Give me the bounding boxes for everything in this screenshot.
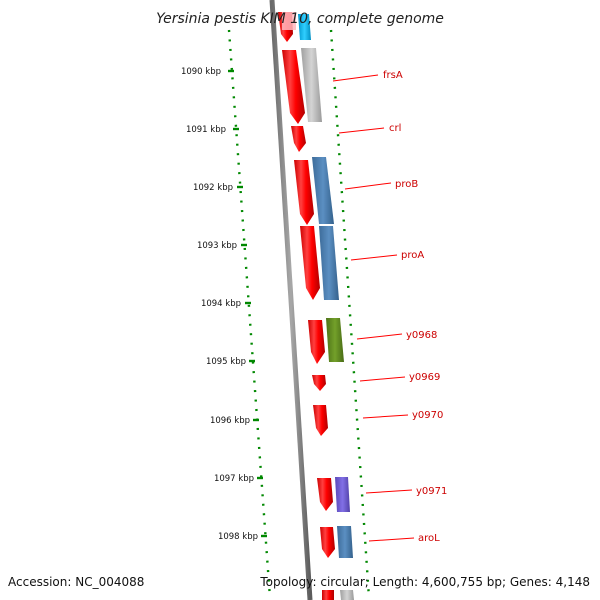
label-leaders: [332, 74, 415, 542]
cog-block: [312, 157, 334, 224]
kbp-label: 1098 kbp: [218, 532, 258, 542]
cds-arrow: [322, 590, 334, 600]
gene-label-y0969: y0969: [409, 372, 440, 383]
kbp-label: 1093 kbp: [197, 241, 237, 251]
cds-arrow: [294, 160, 314, 225]
highlight-block: [282, 12, 296, 30]
cds-arrow: [312, 375, 326, 391]
gene-label-y0970: y0970: [412, 410, 443, 421]
gc-track-right: [329, 29, 371, 599]
cds-arrow: [313, 405, 328, 436]
gene-label-proB: proB: [395, 179, 418, 190]
gene-label-y0968: y0968: [406, 330, 437, 341]
cds-arrow: [282, 50, 305, 124]
kbp-label: 1090 kbp: [181, 67, 221, 77]
kbp-label: 1092 kbp: [193, 183, 233, 193]
kbp-label: 1091 kbp: [186, 125, 226, 135]
gene-labels: frsA crl proB proA y0968 y0969 y0970 y09…: [383, 70, 447, 544]
cds-arrow: [308, 320, 325, 364]
kbp-labels: 1090 kbp 1091 kbp 1092 kbp 1093 kbp 1094…: [181, 67, 258, 542]
cds-arrow: [291, 126, 306, 152]
kbp-label: 1094 kbp: [201, 299, 241, 309]
gc-track-left: [227, 29, 272, 599]
gene-label-proA: proA: [401, 250, 424, 261]
cog-block: [301, 48, 322, 122]
gene-label-frsA: frsA: [383, 70, 403, 81]
gene-label-crl: crl: [389, 123, 401, 134]
cog-track: [298, 14, 354, 600]
kbp-label: 1097 kbp: [214, 474, 254, 484]
genome-backbone: [269, 0, 313, 600]
cog-block: [337, 526, 353, 558]
cds-arrow: [320, 527, 335, 558]
cog-block: [335, 477, 350, 512]
map-title: Yersinia pestis KIM 10, complete genome: [156, 11, 444, 27]
kbp-label: 1095 kbp: [206, 357, 246, 367]
cog-block: [319, 226, 339, 300]
gene-label-aroL: aroL: [418, 533, 440, 544]
kbp-ticks: [228, 69, 267, 538]
cds-arrow: [317, 478, 333, 511]
gene-label-y0971: y0971: [416, 486, 447, 497]
accession-text: Accession: NC_004088: [8, 575, 144, 589]
cog-block: [298, 14, 311, 40]
cds-arrow: [300, 226, 320, 300]
cog-block: [340, 590, 354, 600]
cog-block: [326, 318, 344, 362]
genome-summary-text: Topology: circular; Length: 4,600,755 bp…: [259, 575, 590, 589]
kbp-label: 1096 kbp: [210, 416, 250, 426]
